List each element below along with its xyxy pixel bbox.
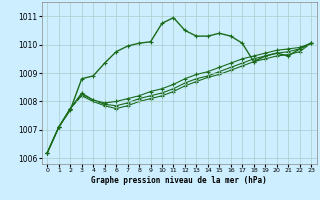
X-axis label: Graphe pression niveau de la mer (hPa): Graphe pression niveau de la mer (hPa) (91, 176, 267, 185)
